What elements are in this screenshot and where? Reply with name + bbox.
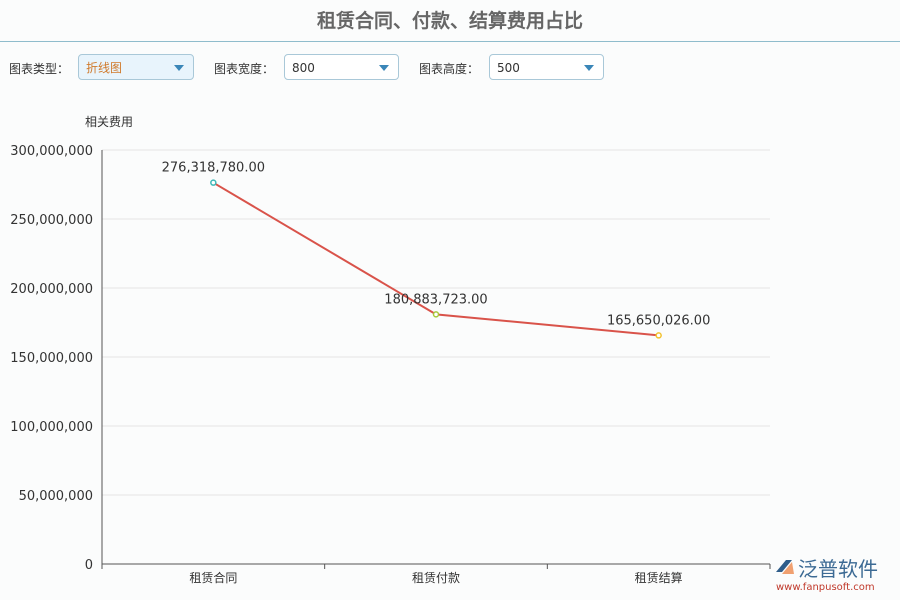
data-label: 180,883,723.00: [384, 292, 487, 307]
x-tick-label: 租赁结算: [635, 570, 683, 585]
data-point: [655, 332, 662, 339]
chart-type-value: 折线图: [86, 61, 123, 75]
chevron-down-icon: [174, 65, 184, 71]
chart-height-label: 图表高度：: [419, 62, 480, 76]
y-tick-label: 300,000,000: [10, 144, 93, 159]
chart-width-label: 图表宽度：: [214, 62, 275, 76]
chart-width-value: 800: [292, 61, 315, 75]
chevron-down-icon: [584, 65, 594, 71]
title-divider: [0, 41, 900, 42]
y-tick-label: 200,000,000: [10, 282, 93, 297]
x-tick-label: 租赁付款: [412, 571, 460, 585]
data-label: 276,318,780.00: [162, 161, 265, 176]
data-point: [210, 179, 217, 186]
chart-height-value: 500: [497, 61, 520, 75]
chart-type-select[interactable]: 折线图: [78, 54, 194, 80]
chart-height-select[interactable]: 500: [489, 54, 604, 80]
fanpusoft-logo: 泛普软件 www.fanpusoft.com: [770, 552, 895, 598]
data-label: 165,650,026.00: [607, 313, 710, 328]
y-tick-label: 150,000,000: [10, 351, 93, 366]
y-tick-label: 250,000,000: [10, 213, 93, 228]
chevron-down-icon: [379, 65, 389, 71]
page-title: 租赁合同、付款、结算费用占比: [316, 10, 583, 32]
logo-url: www.fanpusoft.com: [776, 582, 875, 593]
y-axis-title: 相关费用: [85, 115, 133, 129]
chart-type-label: 图表类型：: [9, 62, 70, 76]
y-tick-label: 0: [85, 558, 93, 573]
logo-text: 泛普软件: [798, 557, 878, 581]
y-tick-label: 50,000,000: [19, 489, 93, 504]
x-tick-label: 租赁合同: [189, 570, 237, 585]
y-tick-label: 100,000,000: [10, 420, 93, 435]
data-point: [432, 311, 440, 318]
chart-width-select[interactable]: 800: [284, 54, 399, 80]
